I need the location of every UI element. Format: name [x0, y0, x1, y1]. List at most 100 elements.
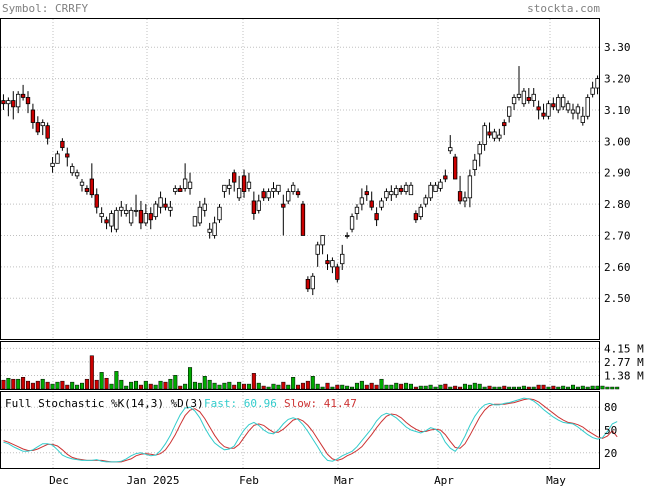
candle-body	[526, 97, 531, 101]
volume-bar	[124, 385, 129, 390]
volume-bar	[291, 377, 296, 390]
volume-bar	[25, 380, 31, 390]
volume-bar	[217, 384, 222, 390]
candle-body	[133, 209, 139, 212]
candle-body	[467, 175, 473, 199]
candle-body	[389, 191, 394, 196]
volume-bar	[40, 378, 45, 390]
stochastic-slow-line	[3, 398, 618, 463]
candle-body	[575, 106, 581, 114]
candle-body	[507, 106, 512, 117]
candle-body	[354, 206, 360, 214]
volume-bar	[315, 383, 320, 390]
candle-body	[207, 228, 212, 233]
candle-body	[580, 115, 585, 123]
volume-bar	[50, 383, 55, 390]
volume-bar	[330, 386, 335, 390]
volume-bar	[16, 378, 21, 390]
candle-body	[546, 103, 551, 117]
volume-bar	[428, 384, 433, 390]
axis-labels: Dec Jan 2025 Feb Mar Apr May 3.30 3.20 3.10 3.00 2…	[49, 41, 644, 486]
candle-body	[74, 172, 80, 177]
candle-body	[551, 103, 556, 108]
volume-bar	[94, 379, 99, 390]
stochastic-tick-label: 80	[604, 401, 617, 414]
candle-body	[241, 175, 247, 192]
stochastic-fast-label: Fast: 60.96	[204, 397, 277, 410]
volume-bar	[433, 386, 438, 390]
volume-bar	[482, 386, 487, 390]
candle-body	[281, 203, 286, 208]
volume-bar	[75, 384, 80, 390]
volume-bar	[615, 386, 620, 390]
volume-bar	[168, 378, 173, 390]
candle-body	[16, 93, 21, 108]
candle-body	[217, 206, 222, 221]
volume-bar	[89, 355, 94, 390]
candle-body	[379, 200, 384, 208]
candle-body	[482, 125, 487, 145]
volume-bar	[453, 385, 458, 390]
candle-body	[462, 197, 468, 202]
candle-body	[349, 216, 355, 230]
volume-bar	[207, 379, 212, 390]
volume-bar	[296, 384, 301, 390]
candle-body	[487, 131, 492, 136]
volume-bar	[242, 383, 247, 390]
volume-bar	[502, 385, 507, 390]
candle-body	[45, 125, 50, 139]
candle-body	[55, 153, 60, 164]
volume-bar	[134, 380, 139, 390]
volume-bar	[325, 382, 330, 390]
volume-bar	[197, 382, 202, 390]
volume-bar	[84, 378, 89, 390]
volume-bar	[531, 386, 536, 390]
candle-body	[340, 253, 345, 265]
volume-bar	[119, 379, 124, 390]
candle-body	[251, 200, 257, 214]
candle-body	[521, 90, 527, 105]
volume-bar	[600, 385, 605, 390]
volume-bar	[30, 382, 35, 390]
candle-body	[148, 213, 153, 221]
candle-body	[50, 162, 55, 167]
volume-bar	[610, 386, 615, 390]
candle-body	[178, 188, 183, 192]
x-tick-label: Mar	[334, 474, 354, 486]
candle-body	[541, 112, 546, 117]
candle-body	[60, 140, 65, 149]
candle-body	[423, 197, 428, 205]
symbol-label: Symbol: CRRFY	[2, 2, 88, 15]
stochastic-title: Full Stochastic %K(14,3) %D(3)	[5, 397, 204, 410]
price-tick-label: 2.60	[604, 261, 631, 274]
candle-body	[153, 203, 158, 218]
volume-bar	[158, 380, 163, 390]
price-tick-label: 2.50	[604, 292, 631, 305]
candle-body	[497, 134, 502, 139]
candle-body	[438, 181, 443, 189]
volume-bar	[605, 386, 610, 390]
candle-body	[79, 181, 85, 186]
volume-bar	[276, 384, 281, 390]
candle-body	[212, 222, 217, 236]
candle-body	[335, 266, 340, 280]
candle-body	[65, 153, 70, 158]
volume-bar	[580, 385, 585, 390]
candle-body	[502, 122, 507, 127]
candle-body	[344, 235, 350, 237]
volume-bar	[305, 380, 310, 390]
volume-bar	[546, 386, 551, 390]
price-panel-frame	[0, 18, 600, 340]
volume-bar	[566, 386, 571, 390]
volume-series	[1, 355, 620, 390]
volume-bar	[399, 383, 404, 390]
volume-bar	[354, 382, 359, 390]
volume-bar	[384, 384, 389, 390]
candle-body	[320, 235, 325, 246]
candle-body	[585, 97, 590, 117]
volume-bar	[251, 373, 256, 390]
volume-bar	[246, 383, 251, 390]
stochastic-series	[3, 397, 618, 463]
x-tick-label: Dec	[49, 474, 69, 486]
volume-bar	[138, 384, 143, 390]
